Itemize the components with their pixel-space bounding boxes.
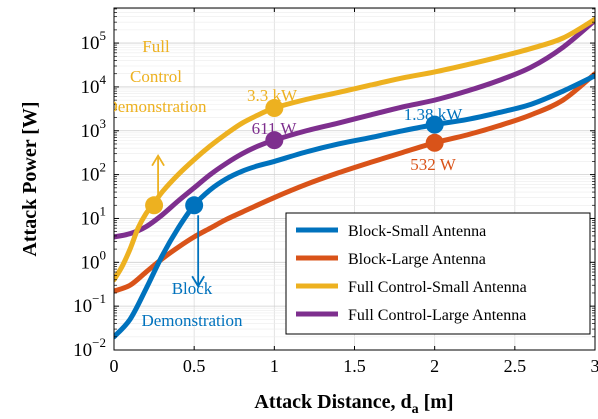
value-label: 611 W: [252, 119, 298, 138]
series-marker: [145, 196, 164, 215]
y-tick-label-base: 10: [81, 165, 100, 186]
legend-label: Block-Small Antenna: [348, 223, 486, 240]
legend-label: Full Control-Small Antenna: [348, 279, 527, 296]
full-control-demonstration-label: Control: [130, 67, 182, 86]
y-tick-label-exponent: 1: [100, 203, 107, 218]
demonstration-arrows: [151, 153, 205, 288]
series-marker: [265, 99, 284, 118]
value-label: 3.3 kW: [247, 86, 298, 105]
series-marker: [425, 133, 444, 152]
y-tick-label-base: 10: [73, 340, 92, 361]
y-tick-label: 104: [81, 72, 107, 98]
value-label: 532 W: [410, 155, 456, 174]
y-tick-label-exponent: 2: [100, 160, 107, 175]
block-arrow-head: [191, 275, 205, 288]
x-tick-label: 3: [591, 356, 598, 376]
x-axis-label-unit: [m]: [424, 391, 454, 413]
y-tick-label: 105: [81, 28, 107, 54]
full-control-demonstration-label: Demonstration: [105, 97, 207, 116]
x-tick-label: 0: [110, 356, 119, 376]
y-tick-label-exponent: −2: [92, 335, 106, 350]
y-tick-label: 102: [81, 160, 107, 186]
y-tick-label-exponent: 3: [100, 116, 107, 131]
x-tick-label: 2: [430, 356, 439, 376]
full-control-arrow-head: [151, 153, 165, 167]
y-tick-label-base: 10: [81, 77, 100, 98]
block-demonstration-label: Block: [172, 279, 213, 298]
y-tick-label-exponent: 4: [100, 72, 107, 87]
legend-label: Full Control-Large Antenna: [348, 307, 526, 324]
x-axis-label: Attack Distance, da [m]: [254, 391, 453, 417]
x-tick-label: 1: [270, 356, 279, 376]
series-line-0: [114, 73, 595, 340]
y-tick-label: 100: [81, 247, 107, 273]
y-tick-label-exponent: 0: [100, 247, 107, 262]
full-control-demonstration-label: Full: [142, 37, 170, 56]
series-line-2: [114, 16, 595, 283]
x-tick-label: 0.5: [183, 356, 206, 376]
x-axis-label-subscript: a: [412, 402, 419, 417]
y-tick-label-exponent: 5: [100, 28, 107, 43]
y-tick-label: 10−1: [73, 291, 106, 317]
value-label: 1.38 kW: [404, 105, 464, 124]
series-marker: [265, 131, 284, 150]
annotations: Full Control Demonstration Block Demonstrati…: [105, 37, 464, 330]
y-tick-label-base: 10: [81, 252, 100, 273]
series-marker: [425, 115, 444, 134]
legend: Block-Small Antenna Block-Large Antenna Fu…: [285, 212, 591, 335]
y-tick-label: 10−2: [73, 335, 106, 361]
x-tick-label: 1.5: [343, 356, 366, 376]
y-tick-label-base: 10: [81, 121, 100, 142]
series-marker: [185, 196, 204, 215]
series-lines: [114, 16, 595, 340]
series-markers: [145, 99, 444, 215]
y-tick-label-exponent: −1: [92, 291, 106, 306]
block-demonstration-label: Demonstration: [141, 311, 243, 330]
y-tick-label-base: 10: [73, 296, 92, 317]
y-tick-label-base: 10: [81, 33, 100, 54]
y-tick-label-base: 10: [81, 208, 100, 229]
y-tick-label: 101: [81, 203, 107, 229]
y-tick-label: 103: [81, 116, 107, 142]
x-axis-label-main: Attack Distance, d: [254, 391, 411, 413]
y-axis-label: Attack Power [W]: [19, 101, 41, 256]
x-tick-label: 2.5: [504, 356, 527, 376]
legend-label: Block-Large Antenna: [348, 251, 486, 268]
